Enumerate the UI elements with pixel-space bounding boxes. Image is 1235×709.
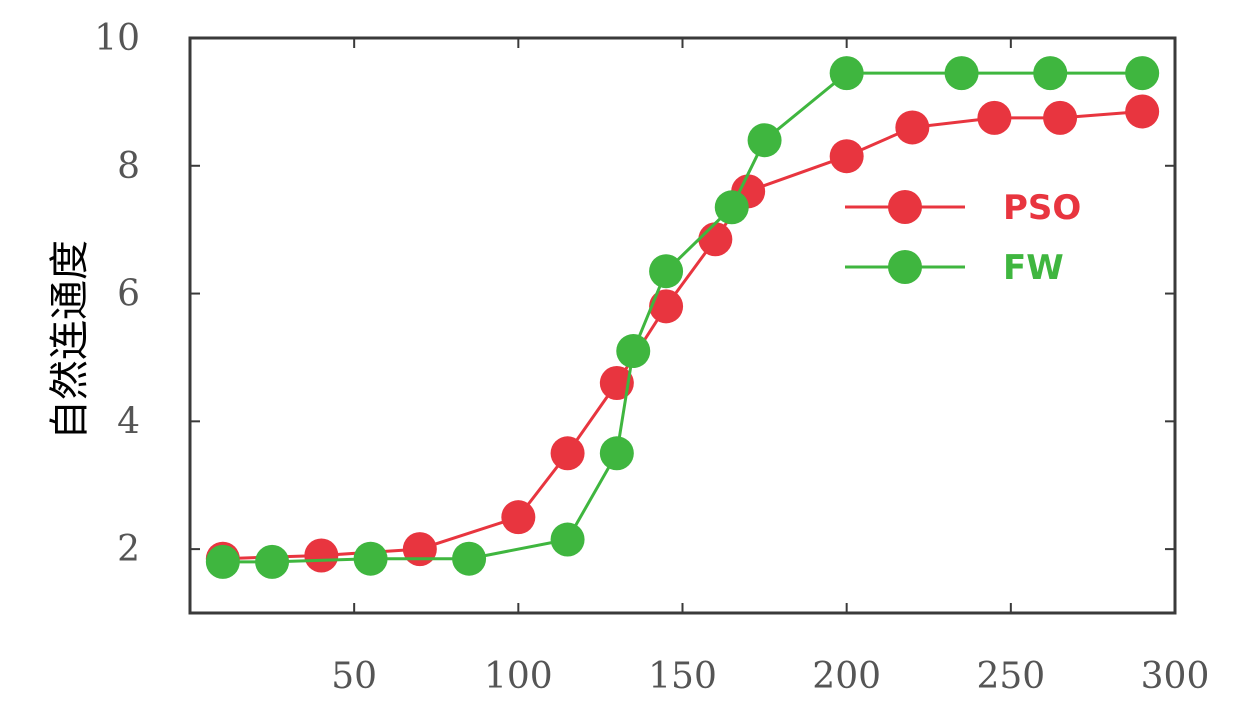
data-point-fw bbox=[550, 522, 585, 557]
y-tick-label: 2 bbox=[117, 529, 140, 570]
x-tick-labels: 50 100 150 200 250 300 bbox=[331, 656, 1209, 697]
x-tick-label: 150 bbox=[648, 656, 717, 697]
x-tick-label: 100 bbox=[484, 656, 553, 697]
data-point-fw bbox=[714, 190, 749, 225]
series-fw bbox=[205, 56, 1160, 579]
legend-label: PSO bbox=[1003, 188, 1081, 228]
data-point-pso bbox=[829, 139, 864, 174]
y-tick-label: 10 bbox=[94, 18, 140, 59]
series-layer bbox=[205, 56, 1160, 579]
data-point-pso bbox=[895, 110, 930, 145]
legend-item-pso: PSO bbox=[845, 188, 1081, 228]
y-axis-label: 自然连通度 bbox=[47, 240, 93, 440]
data-point-fw bbox=[616, 334, 651, 369]
data-point-pso bbox=[698, 222, 733, 257]
legend: PSO FW bbox=[845, 188, 1081, 288]
data-point-fw bbox=[829, 56, 864, 91]
data-point-fw bbox=[452, 541, 487, 576]
legend-marker bbox=[888, 190, 922, 224]
plot-area-frame bbox=[188, 36, 1177, 615]
data-point-fw bbox=[747, 123, 782, 158]
data-point-pso bbox=[977, 100, 1012, 135]
y-tick-label: 8 bbox=[117, 146, 140, 187]
y-tick-label: 6 bbox=[117, 274, 140, 315]
data-point-pso bbox=[1043, 100, 1078, 135]
data-point-fw bbox=[1033, 56, 1068, 91]
x-tick-label: 50 bbox=[331, 656, 377, 697]
legend-marker bbox=[888, 250, 922, 284]
tick-marks bbox=[190, 37, 1176, 613]
data-point-pso bbox=[550, 436, 585, 471]
data-point-fw bbox=[353, 541, 388, 576]
legend-item-fw: FW bbox=[845, 248, 1064, 288]
data-point-fw bbox=[255, 544, 290, 579]
y-tick-label: 4 bbox=[117, 401, 140, 442]
data-point-pso bbox=[402, 532, 437, 567]
x-tick-label: 200 bbox=[812, 656, 881, 697]
data-point-fw bbox=[1125, 56, 1160, 91]
data-point-pso bbox=[649, 289, 684, 324]
data-point-fw bbox=[205, 544, 240, 579]
legend-label: FW bbox=[1003, 248, 1064, 288]
data-point-fw bbox=[649, 254, 684, 289]
data-point-fw bbox=[599, 436, 634, 471]
x-tick-label: 250 bbox=[976, 656, 1045, 697]
data-point-pso bbox=[304, 538, 339, 573]
y-tick-labels: 2 4 6 8 10 bbox=[94, 18, 140, 570]
data-point-pso bbox=[501, 500, 536, 535]
x-tick-label: 300 bbox=[1141, 656, 1210, 697]
data-point-pso bbox=[1125, 94, 1160, 129]
data-point-fw bbox=[944, 56, 979, 91]
